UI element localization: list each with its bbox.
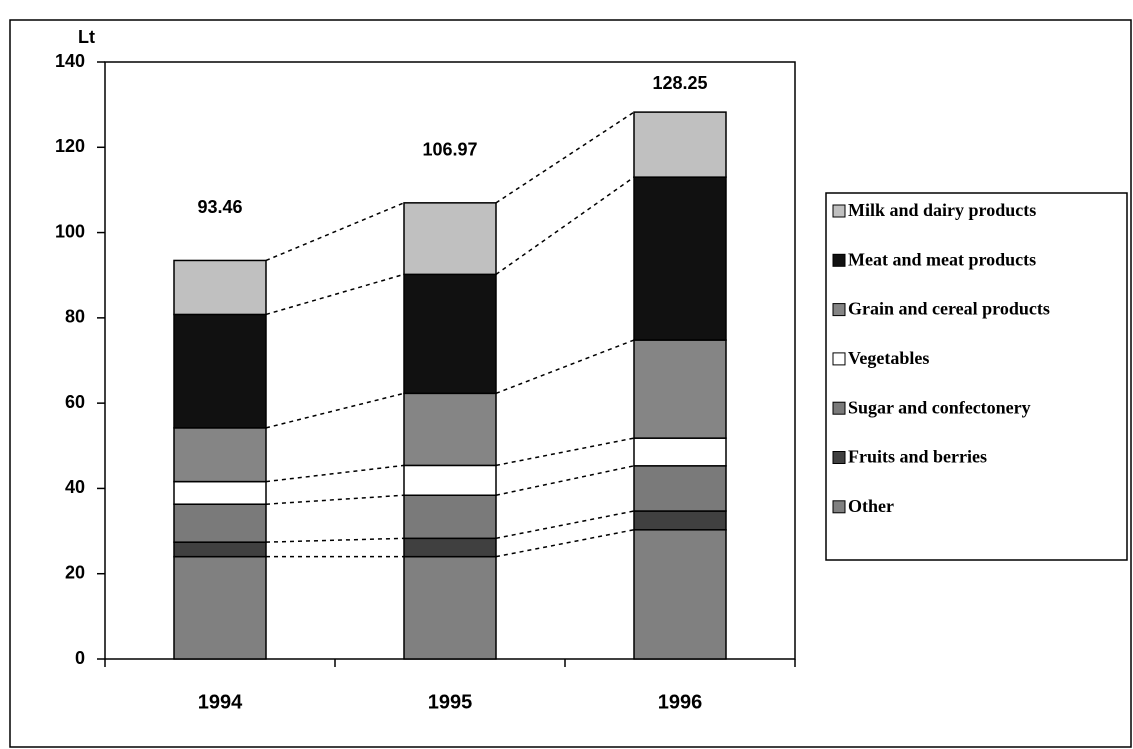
connector-line	[265, 273, 405, 316]
y-tick-label: 120	[55, 136, 85, 156]
x-tick-label: 1994	[198, 691, 243, 713]
y-tick-label: 100	[55, 221, 85, 241]
legend-label: Fruits and berries	[848, 447, 987, 467]
connector-line	[495, 437, 635, 467]
y-tick-label: 20	[65, 562, 85, 582]
x-tick-label: 1995	[428, 691, 473, 713]
x-tick-label: 1996	[658, 691, 703, 713]
bar-segment	[403, 494, 497, 540]
legend-label: Grain and cereal products	[848, 299, 1050, 319]
connector-line	[495, 510, 635, 540]
legend-swatch	[832, 352, 846, 366]
bar-segment	[403, 464, 497, 497]
legend-label: Sugar and confectonery	[848, 397, 1031, 417]
bar-segment	[173, 259, 267, 316]
y-tick-label: 60	[65, 392, 85, 412]
bar-segment	[173, 503, 267, 543]
frame	[9, 19, 1132, 748]
y-axis-label: Lt	[78, 27, 95, 47]
legend-label: Vegetables	[848, 348, 929, 368]
legend-swatch	[832, 303, 846, 317]
bar-segment	[403, 537, 497, 558]
bar-segment	[633, 437, 727, 467]
bar-segment	[173, 313, 267, 429]
bar-segment	[173, 541, 267, 558]
bar-segment	[633, 339, 727, 439]
legend	[825, 192, 1128, 561]
bar-segment	[173, 427, 267, 483]
bar-segment	[403, 555, 497, 660]
legend-swatch	[832, 451, 846, 464]
bar-segment	[403, 202, 497, 276]
y-tick-label: 40	[65, 477, 85, 497]
connector-line	[495, 111, 635, 204]
connector-line	[495, 529, 635, 558]
bar-segment	[173, 480, 267, 505]
bar-segment	[173, 555, 267, 660]
total-label: 128.25	[652, 73, 707, 93]
legend-label: Milk and dairy products	[848, 200, 1036, 220]
legend-swatch	[832, 401, 846, 415]
y-tick-label: 140	[55, 51, 85, 71]
legend-swatch	[832, 204, 846, 218]
total-label: 106.97	[422, 140, 477, 160]
legend-swatch	[832, 500, 846, 514]
y-tick-label: 80	[65, 307, 85, 327]
connector-line	[495, 465, 635, 496]
total-label: 93.46	[197, 197, 242, 217]
bar-segment	[403, 273, 497, 395]
y-tick-label: 0	[75, 648, 85, 668]
bar-segment	[633, 111, 727, 178]
connector-line	[265, 494, 405, 505]
bar-segment	[633, 465, 727, 512]
connector-line	[265, 202, 405, 262]
connector-line	[265, 537, 405, 543]
legend-label: Other	[848, 496, 894, 516]
legend-label: Meat and meat products	[848, 249, 1036, 269]
bar-segment	[633, 510, 727, 531]
connector-line	[265, 392, 405, 429]
bar-segment	[633, 176, 727, 341]
legend-swatch	[832, 253, 846, 267]
connector-line	[495, 176, 635, 275]
bar-segment	[633, 529, 727, 660]
connector-line	[495, 339, 635, 395]
bar-segment	[403, 392, 497, 467]
connector-line	[265, 464, 405, 483]
